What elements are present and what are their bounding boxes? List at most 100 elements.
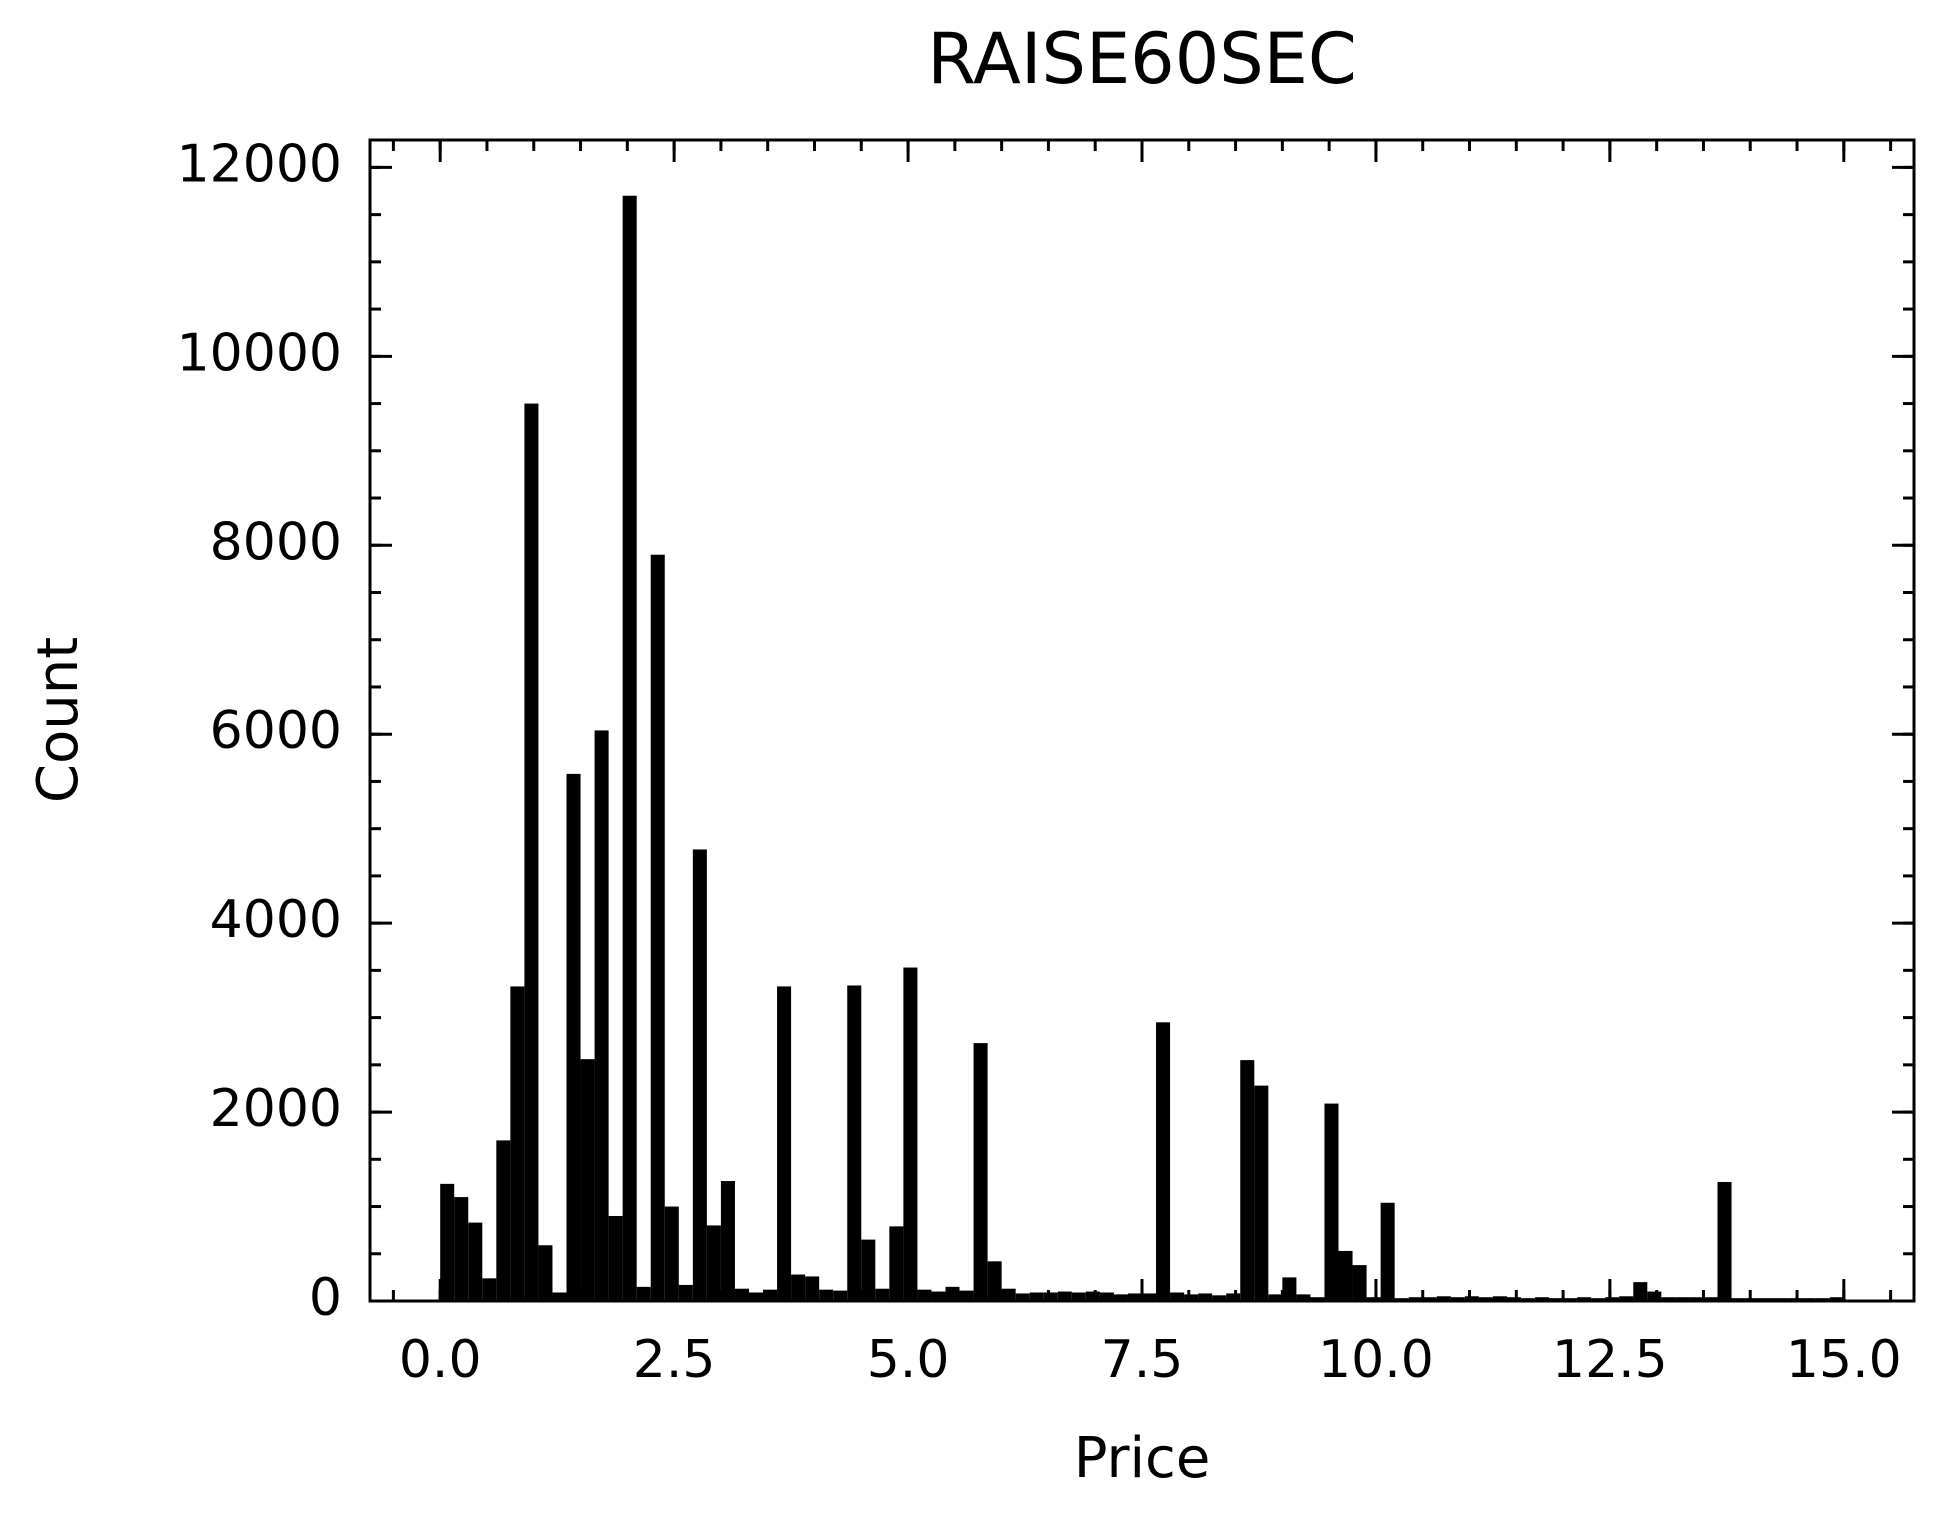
bar [1296,1294,1311,1301]
bar [734,1288,749,1301]
bar [917,1289,932,1301]
bar [1015,1293,1030,1301]
y-tick-label: 8000 [210,512,342,572]
bar [538,1245,553,1301]
bar [777,986,792,1301]
y-tick-label: 12000 [177,134,342,194]
y-axis-label: Count [26,637,91,803]
bar [524,403,539,1301]
bar [1619,1296,1634,1301]
bar [1142,1293,1157,1301]
bar [678,1284,693,1301]
bar [608,1215,623,1301]
bar [1324,1103,1339,1301]
bar [706,1225,721,1301]
bar [791,1274,806,1301]
bar [931,1291,946,1301]
bar [1338,1250,1353,1301]
bar [959,1290,974,1301]
bar [440,1183,455,1301]
bar [748,1292,764,1301]
bar [468,1222,483,1301]
bar [1717,1181,1732,1301]
bar [1408,1297,1423,1301]
bar [594,730,609,1301]
bar [1464,1296,1479,1301]
y-tick-label: 10000 [177,323,342,383]
y-tick-label: 6000 [210,701,342,761]
bar [1099,1292,1114,1301]
chart-title: RAISE60SEC [927,18,1357,100]
bar [1422,1297,1437,1301]
x-tick-label: 5.0 [867,1330,950,1390]
bar [1057,1291,1072,1301]
bar [847,985,862,1301]
bar [496,1140,511,1301]
bar [580,1059,595,1301]
bar [1689,1297,1704,1301]
bar [1240,1060,1255,1301]
bar [1506,1297,1521,1301]
bar [1113,1294,1128,1301]
bar [1127,1293,1142,1301]
bar [622,195,637,1301]
bar [1661,1297,1676,1301]
bar [1184,1294,1199,1301]
bar [875,1288,890,1301]
bar [805,1276,820,1301]
bar [1170,1292,1185,1301]
x-tick-label: 15.0 [1786,1330,1902,1390]
bar [1071,1292,1086,1301]
bar [973,1043,988,1301]
bar [1829,1297,1844,1301]
bar [1605,1297,1620,1301]
bar [1492,1296,1507,1301]
bar [1268,1294,1283,1301]
bar [1380,1202,1395,1301]
bar [1001,1288,1016,1301]
x-tick-label: 10.0 [1318,1330,1434,1390]
bar [987,1261,1002,1301]
x-tick-label: 2.5 [633,1330,716,1390]
bar [1226,1293,1241,1301]
bar [819,1289,834,1301]
x-tick-label: 7.5 [1101,1330,1184,1390]
bar [1198,1293,1213,1301]
x-tick-label: 12.5 [1552,1330,1668,1390]
bar [552,1292,567,1301]
bar [1436,1296,1451,1301]
bar [720,1181,735,1301]
bar [454,1197,469,1301]
bar [903,967,918,1301]
bar [1478,1297,1493,1301]
bar [1212,1295,1227,1301]
bar [861,1239,876,1301]
bar [636,1286,651,1301]
y-tick-label: 2000 [210,1079,342,1139]
bar [763,1289,778,1301]
bar [566,773,581,1301]
bar [1633,1282,1648,1301]
bar [1310,1297,1325,1301]
bar [1085,1291,1100,1301]
bar [1535,1297,1550,1301]
bar [1029,1292,1044,1301]
bar [1675,1297,1690,1301]
bar [510,986,525,1301]
bar [650,554,665,1301]
bar [1647,1291,1662,1301]
bar [1156,1022,1171,1301]
y-tick-label: 4000 [210,890,342,950]
bar [1703,1297,1718,1301]
bar [1577,1297,1592,1301]
y-tick-label: 0 [309,1268,342,1328]
bar [1352,1265,1367,1301]
bar [1366,1297,1381,1301]
bar [1282,1277,1297,1301]
bar [889,1226,904,1301]
bar [1450,1297,1465,1301]
x-axis-label: Price [1074,1426,1211,1491]
bar [1043,1292,1058,1301]
bar [833,1290,848,1301]
